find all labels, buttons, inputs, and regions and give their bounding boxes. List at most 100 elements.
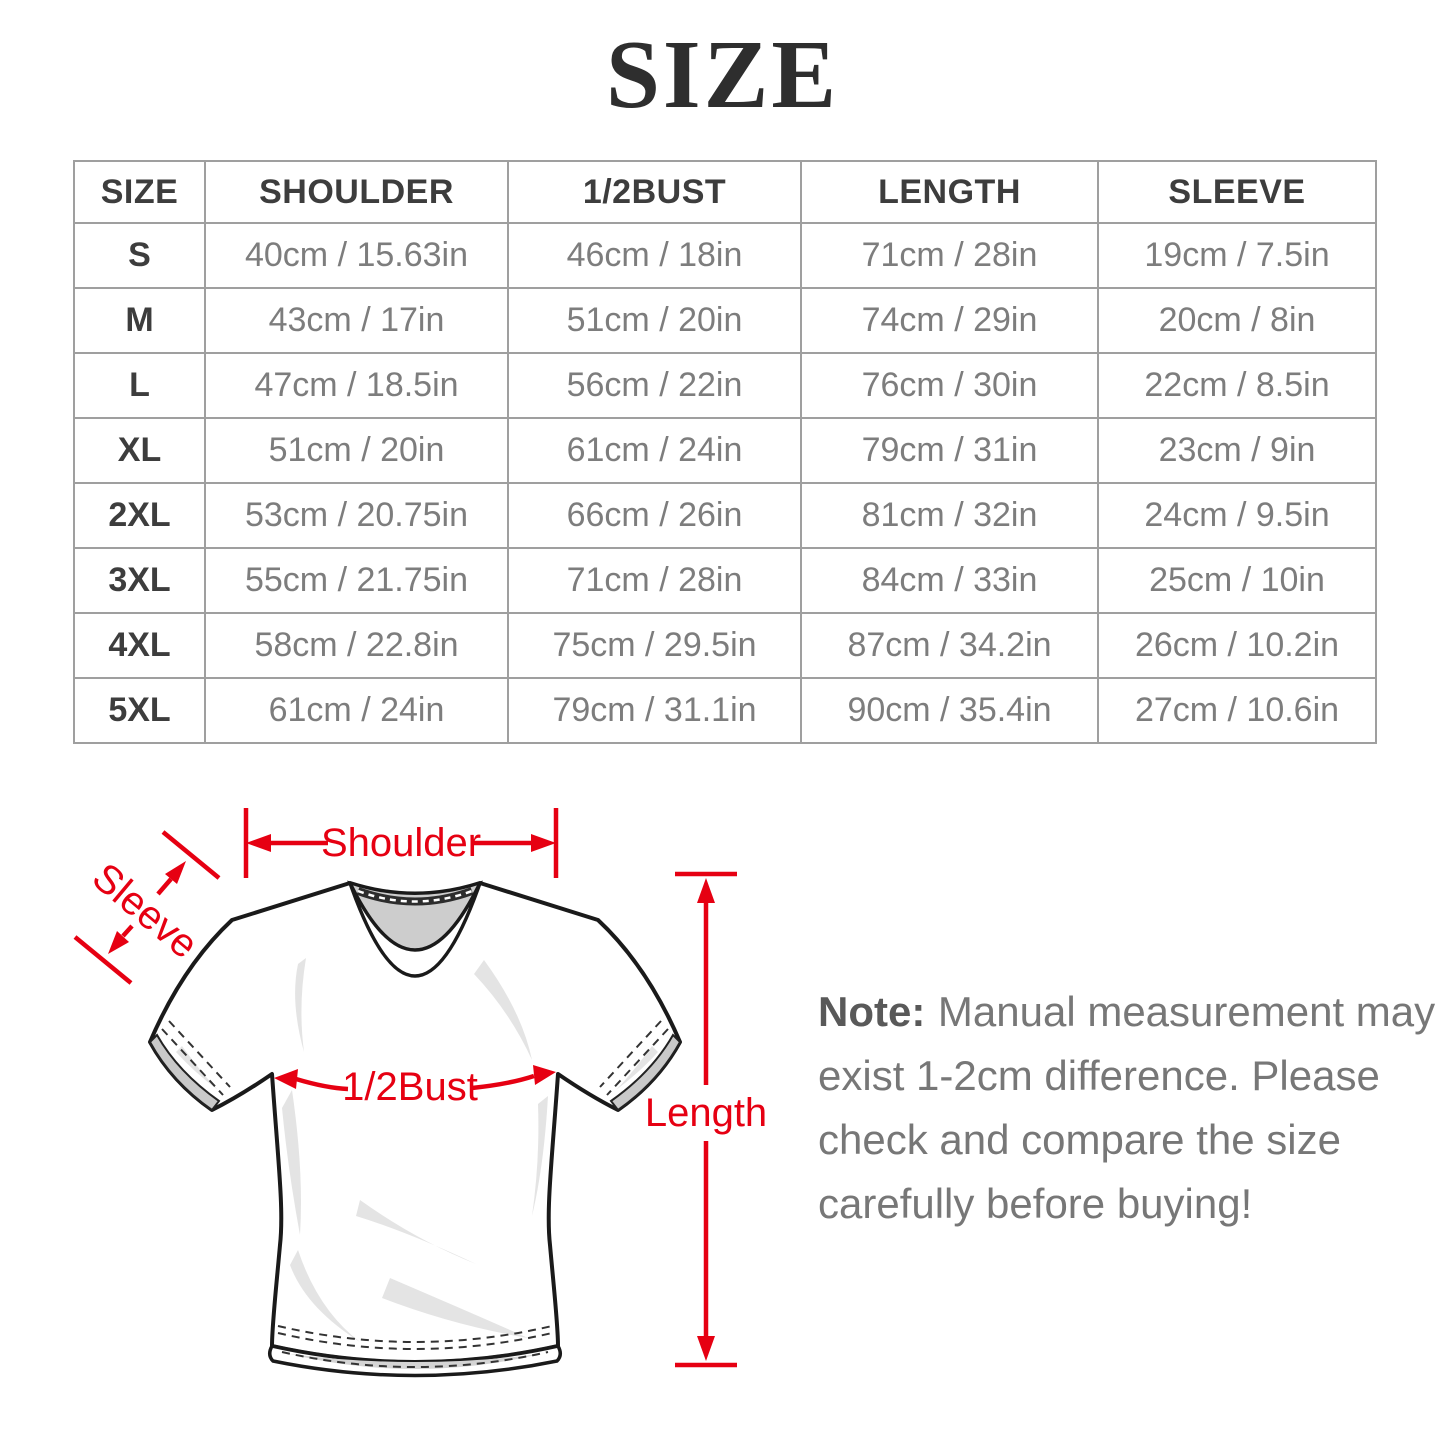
size-table: SIZE SHOULDER 1/2BUST LENGTH SLEEVE S 40… <box>73 160 1377 744</box>
length-label: Length <box>645 1091 767 1135</box>
bust-arrow-shaft <box>471 1073 535 1091</box>
note-line: Note: Manual measurement may <box>818 980 1445 1044</box>
table-row: S 40cm / 15.63in 46cm / 18in 71cm / 28in… <box>73 222 1377 289</box>
row-size-label: 5XL <box>73 677 206 744</box>
table-cell: 87cm / 34.2in <box>800 612 1099 679</box>
fabric-folds <box>176 958 658 1342</box>
table-cell: 23cm / 9in <box>1097 417 1377 484</box>
table-cell: 40cm / 15.63in <box>204 222 509 289</box>
table-cell: 25cm / 10in <box>1097 547 1377 614</box>
table-cell: 55cm / 21.75in <box>204 547 509 614</box>
table-row: 2XL 53cm / 20.75in 66cm / 26in 81cm / 32… <box>73 482 1377 549</box>
left-cuff-inside <box>148 1033 221 1112</box>
note-line-text: Manual measurement may <box>937 988 1436 1035</box>
row-size-label: XL <box>73 417 206 484</box>
table-cell: 47cm / 18.5in <box>204 352 509 419</box>
shoulder-label: Shoulder <box>321 821 481 865</box>
note-text: Note: Manual measurement may exist 1-2cm … <box>818 980 1445 1236</box>
table-cell: 71cm / 28in <box>800 222 1099 289</box>
fold-shadow <box>356 1200 476 1264</box>
sleeve-arrow-shaft <box>156 877 173 896</box>
table-row: L 47cm / 18.5in 56cm / 22in 76cm / 30in … <box>73 352 1377 419</box>
arrowhead <box>697 878 715 903</box>
table-cell: 76cm / 30in <box>800 352 1099 419</box>
bust-arrow: 1/2Bust <box>274 1065 556 1109</box>
table-cell: 58cm / 22.8in <box>204 612 509 679</box>
column-header-bust: 1/2BUST <box>507 160 802 224</box>
table-cell: 19cm / 7.5in <box>1097 222 1377 289</box>
shoulder-arrow: Shoulder <box>243 808 559 878</box>
tshirt-drawing <box>148 880 682 1378</box>
column-header-size: SIZE <box>73 160 206 224</box>
arrowhead <box>533 1065 556 1085</box>
table-cell: 84cm / 33in <box>800 547 1099 614</box>
arrowhead <box>108 931 129 954</box>
table-row: 5XL 61cm / 24in 79cm / 31.1in 90cm / 35.… <box>73 677 1377 744</box>
table-cell: 56cm / 22in <box>507 352 802 419</box>
table-cell: 51cm / 20in <box>204 417 509 484</box>
arrowhead <box>246 834 271 852</box>
hem-band-stitch <box>281 1351 549 1368</box>
column-header-shoulder: SHOULDER <box>204 160 509 224</box>
table-row: 3XL 55cm / 21.75in 71cm / 28in 84cm / 33… <box>73 547 1377 614</box>
fold-shadow <box>282 1090 301 1235</box>
row-size-label: L <box>73 352 206 419</box>
page-title: SIZE <box>605 21 840 128</box>
bust-label: 1/2Bust <box>342 1065 478 1109</box>
table-cell: 74cm / 29in <box>800 287 1099 354</box>
column-header-length: LENGTH <box>800 160 1099 224</box>
note-line: carefully before buying! <box>818 1180 1253 1227</box>
row-size-label: M <box>73 287 206 354</box>
table-cell: 51cm / 20in <box>507 287 802 354</box>
sleeve-tick-upper <box>161 830 221 880</box>
right-cuff-stitch <box>599 1020 662 1088</box>
arrowhead <box>531 834 556 852</box>
arrowhead <box>165 861 186 884</box>
note-line: exist 1-2cm difference. Please <box>818 1052 1380 1099</box>
table-cell: 20cm / 8in <box>1097 287 1377 354</box>
note-prefix: Note: <box>818 988 926 1035</box>
bust-arrow-shaft <box>295 1076 349 1092</box>
sleeve-arrow-shaft <box>121 924 134 938</box>
fold-shadow <box>616 1046 658 1090</box>
fold-shadow <box>290 1250 360 1342</box>
table-cell: 71cm / 28in <box>507 547 802 614</box>
column-header-sleeve: SLEEVE <box>1097 160 1377 224</box>
table-row: 4XL 58cm / 22.8in 75cm / 29.5in 87cm / 3… <box>73 612 1377 679</box>
hem-shadow <box>290 1354 540 1369</box>
table-cell: 53cm / 20.75in <box>204 482 509 549</box>
sleeve-tick-lower <box>73 935 133 985</box>
right-cuff-inside <box>609 1033 682 1112</box>
row-size-label: 3XL <box>73 547 206 614</box>
fold-shadow <box>176 1046 218 1090</box>
length-arrow: Length <box>645 871 767 1368</box>
table-cell: 61cm / 24in <box>507 417 802 484</box>
table-cell: 81cm / 32in <box>800 482 1099 549</box>
sleeve-cuffs <box>148 1020 682 1112</box>
table-header-row: SIZE SHOULDER 1/2BUST LENGTH SLEEVE <box>73 160 1377 224</box>
collar-neckband <box>348 882 482 978</box>
note-line: check and compare the size <box>818 1116 1341 1163</box>
left-cuff-stitch <box>168 1020 231 1088</box>
collar <box>347 880 483 978</box>
hem-stitch <box>277 1332 553 1350</box>
row-size-label: 4XL <box>73 612 206 679</box>
right-cuff-stitch <box>606 1028 669 1096</box>
fold-shadow <box>532 1096 548 1216</box>
table-cell: 79cm / 31.1in <box>507 677 802 744</box>
table-row: XL 51cm / 20in 61cm / 24in 79cm / 31in 2… <box>73 417 1377 484</box>
table-cell: 46cm / 18in <box>507 222 802 289</box>
table-cell: 79cm / 31in <box>800 417 1099 484</box>
row-size-label: 2XL <box>73 482 206 549</box>
left-cuff-stitch <box>161 1028 224 1096</box>
table-cell: 22cm / 8.5in <box>1097 352 1377 419</box>
fold-shadow <box>295 958 306 1052</box>
table-row: M 43cm / 17in 51cm / 20in 74cm / 29in 20… <box>73 287 1377 354</box>
hem <box>268 1325 562 1378</box>
table-cell: 61cm / 24in <box>204 677 509 744</box>
table-cell: 43cm / 17in <box>204 287 509 354</box>
table-cell: 75cm / 29.5in <box>507 612 802 679</box>
arrowhead <box>697 1336 715 1361</box>
table-cell: 24cm / 9.5in <box>1097 482 1377 549</box>
